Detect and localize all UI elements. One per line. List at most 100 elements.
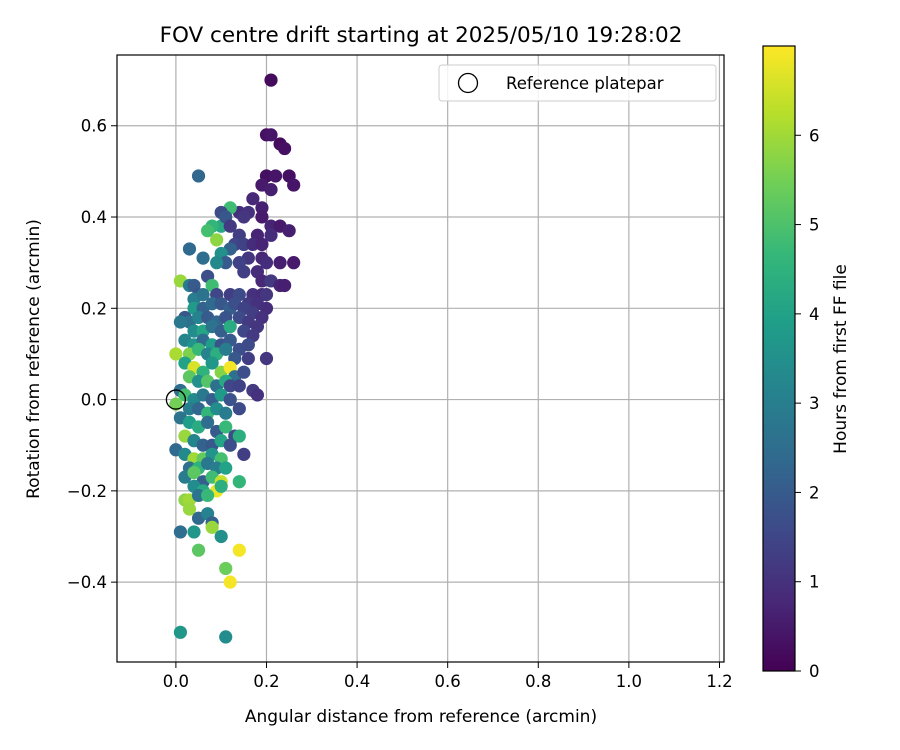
data-point <box>187 465 201 480</box>
data-point <box>223 575 237 589</box>
y-axis-label: Rotation from reference (arcmin) <box>24 219 44 499</box>
data-point <box>173 625 188 639</box>
y-tick-label: −0.4 <box>67 573 107 592</box>
data-point <box>219 406 233 420</box>
data-point <box>273 256 287 270</box>
data-point <box>169 397 183 411</box>
x-tick-label: 1.2 <box>706 672 732 691</box>
data-point <box>200 224 215 238</box>
colorbar-tick-label: 2 <box>809 483 820 502</box>
data-point <box>219 561 233 576</box>
data-point <box>255 201 269 215</box>
data-point <box>205 356 219 370</box>
data-point <box>191 169 206 183</box>
data-point <box>196 288 210 302</box>
data-point <box>200 415 215 429</box>
data-point <box>223 392 237 407</box>
x-tick-label: 0.0 <box>163 672 189 691</box>
colorbar-tick-label: 6 <box>809 126 820 145</box>
x-tick-label: 0.8 <box>525 672 551 691</box>
data-point <box>278 278 292 293</box>
reference-platepar-marker <box>165 389 187 410</box>
x-axis-label: Angular distance from reference (arcmin) <box>245 707 597 727</box>
data-point <box>205 297 219 311</box>
y-tick-label: 0.0 <box>81 391 107 410</box>
data-point <box>214 479 228 493</box>
data-point <box>173 525 188 539</box>
colorbar-tick-label: 4 <box>809 305 820 324</box>
data-point <box>214 529 228 544</box>
data-point <box>237 237 251 252</box>
chart-title: FOV centre drift starting at 2025/05/10 … <box>160 23 683 48</box>
data-point <box>282 224 296 238</box>
data-point <box>187 324 201 338</box>
x-tick-label: 0.2 <box>253 672 279 691</box>
data-point <box>264 219 278 233</box>
colorbar-tick-label: 1 <box>809 573 820 592</box>
data-point <box>210 256 224 270</box>
colorbar-gradient <box>762 45 796 672</box>
data-point <box>232 429 246 443</box>
data-point <box>268 169 283 183</box>
colorbar-tick-label: 3 <box>809 394 820 413</box>
data-point <box>200 488 215 503</box>
data-point <box>255 237 269 252</box>
data-point <box>241 351 255 366</box>
y-tick-label: 0.4 <box>81 208 107 227</box>
data-point <box>182 242 197 256</box>
data-point <box>264 128 278 142</box>
data-point <box>223 379 237 393</box>
data-point <box>223 219 237 233</box>
data-point <box>219 420 233 434</box>
data-point <box>191 310 206 325</box>
data-point <box>196 438 210 452</box>
data-point <box>219 256 233 270</box>
plot-frame <box>116 54 725 663</box>
data-point <box>187 525 201 539</box>
scatter-points <box>169 73 301 644</box>
data-point <box>232 475 246 489</box>
data-point <box>259 288 274 302</box>
data-point <box>287 256 301 270</box>
data-point <box>255 274 269 288</box>
data-point <box>219 461 233 475</box>
legend-marker-icon <box>457 72 479 94</box>
legend-box <box>438 64 717 102</box>
data-point <box>223 319 237 334</box>
data-point <box>264 73 278 87</box>
y-tick-label: −0.2 <box>67 482 107 501</box>
colorbar-tick-label: 0 <box>809 662 820 681</box>
data-point <box>191 488 206 503</box>
colorbar: 0 1 2 3 4 5 6 Hours from first FF file <box>762 45 851 681</box>
data-point <box>182 502 197 516</box>
data-point <box>237 210 251 224</box>
data-point <box>287 178 301 192</box>
legend: Reference platepar <box>438 64 717 102</box>
x-axis: 0.0 0.2 0.4 0.6 0.8 1.0 1.2 <box>163 662 733 691</box>
data-point <box>246 237 260 252</box>
data-point <box>241 338 255 352</box>
colorbar-label: Hours from first FF file <box>831 264 851 454</box>
y-axis: −0.4 −0.2 0.0 0.2 0.4 0.6 <box>67 117 117 592</box>
data-point <box>255 210 269 224</box>
data-point <box>246 192 260 206</box>
data-point <box>250 388 265 402</box>
data-point <box>232 543 246 557</box>
data-point <box>232 379 246 393</box>
data-point <box>196 251 210 265</box>
data-point <box>173 315 188 329</box>
x-tick-label: 0.4 <box>344 672 370 691</box>
data-point <box>259 351 274 366</box>
data-point <box>210 233 224 247</box>
data-point <box>278 141 292 156</box>
legend-entry-reference-platepar: Reference platepar <box>506 74 664 93</box>
data-point <box>169 347 183 361</box>
x-tick-label: 0.6 <box>435 672 461 691</box>
data-point <box>219 342 233 356</box>
data-point <box>182 402 197 416</box>
data-point <box>232 402 246 416</box>
data-point <box>237 265 251 279</box>
y-tick-label: 0.2 <box>81 299 107 318</box>
data-point <box>264 228 278 242</box>
